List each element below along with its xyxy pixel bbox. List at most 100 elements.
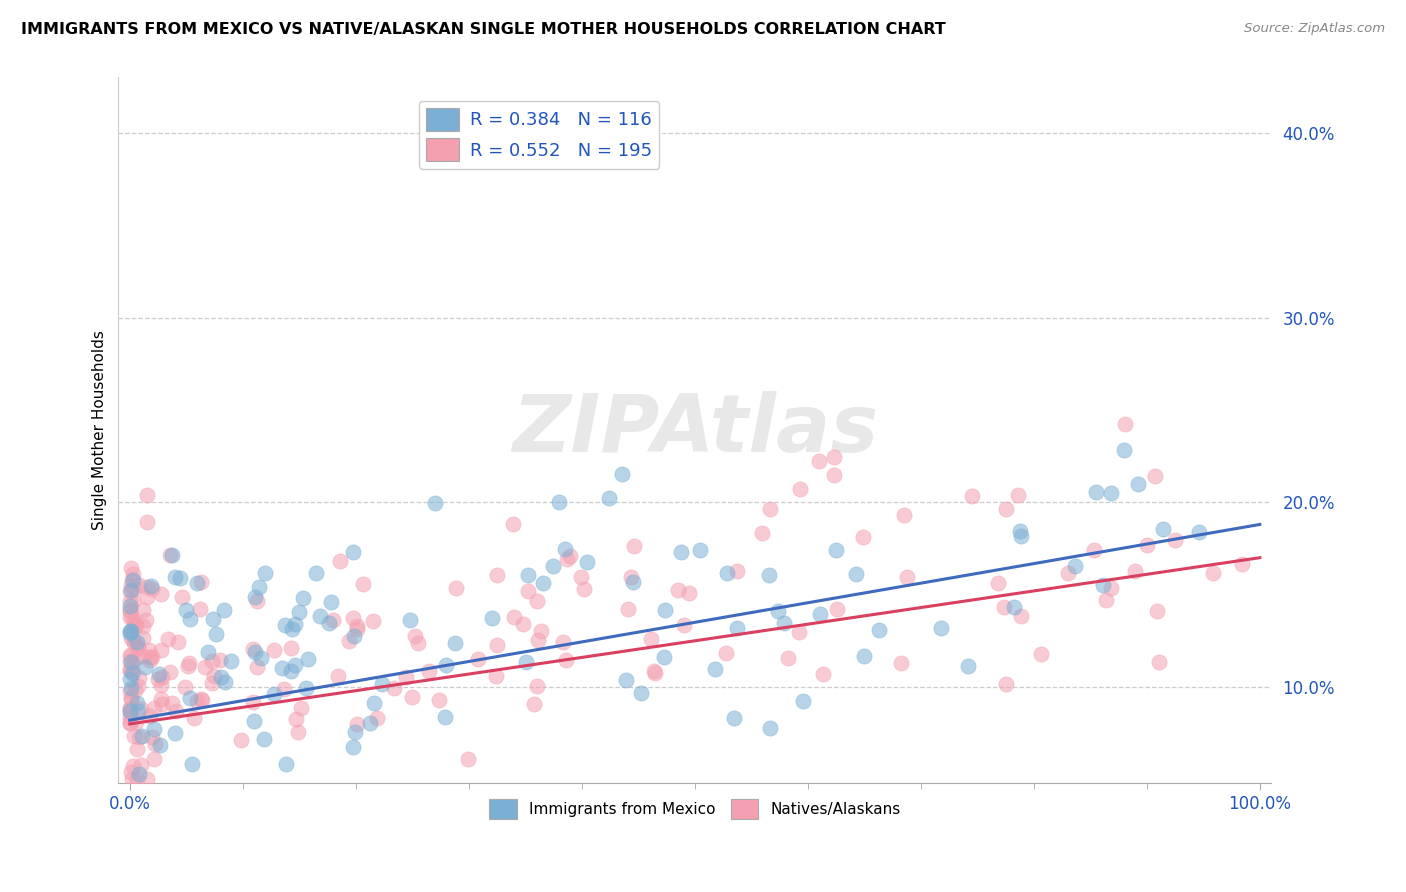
Point: [124, 714, 146, 729]
Point: [150, 670, 173, 684]
Point: [177, 659, 200, 673]
Point: [127, 640, 149, 654]
Point: [1056, 566, 1078, 581]
Point: [868, 624, 890, 638]
Point: [174, 602, 197, 616]
Point: [643, 664, 665, 678]
Point: [249, 650, 271, 665]
Point: [808, 454, 831, 468]
Point: [425, 496, 447, 510]
Point: [201, 675, 224, 690]
Point: [1149, 656, 1171, 670]
Point: [526, 679, 548, 693]
Point: [139, 653, 162, 667]
Point: [516, 584, 538, 599]
Point: [614, 673, 637, 687]
Point: [993, 599, 1015, 614]
Point: [127, 640, 149, 655]
Point: [1188, 524, 1211, 539]
Point: [370, 676, 392, 690]
Point: [893, 508, 915, 522]
Point: [418, 664, 440, 678]
Point: [202, 669, 225, 683]
Point: [159, 548, 181, 562]
Point: [122, 566, 145, 581]
Point: [122, 729, 145, 743]
Point: [1029, 647, 1052, 661]
Point: [120, 631, 142, 645]
Point: [444, 636, 467, 650]
Point: [120, 655, 142, 669]
Point: [205, 626, 228, 640]
Point: [1143, 469, 1166, 483]
Point: [273, 681, 295, 696]
Point: [128, 766, 150, 780]
Point: [122, 615, 145, 630]
Point: [621, 575, 644, 590]
Point: [630, 686, 652, 700]
Point: [122, 594, 145, 608]
Point: [209, 669, 232, 683]
Point: [811, 666, 834, 681]
Point: [124, 651, 146, 665]
Point: [1136, 537, 1159, 551]
Point: [160, 696, 183, 710]
Point: [120, 626, 142, 640]
Point: [253, 731, 276, 746]
Point: [929, 621, 952, 635]
Point: [571, 569, 593, 583]
Point: [995, 501, 1018, 516]
Point: [773, 616, 796, 631]
Point: [554, 542, 576, 557]
Point: [129, 702, 152, 716]
Point: [120, 684, 142, 698]
Point: [1164, 533, 1187, 548]
Point: [444, 581, 467, 595]
Point: [766, 604, 789, 618]
Point: [640, 632, 662, 647]
Point: [118, 672, 141, 686]
Point: [141, 582, 163, 596]
Point: [118, 654, 141, 668]
Point: [284, 616, 307, 631]
Point: [121, 665, 143, 679]
Point: [825, 601, 848, 615]
Point: [716, 566, 738, 581]
Point: [1099, 485, 1122, 500]
Point: [131, 729, 153, 743]
Point: [125, 618, 148, 632]
Point: [502, 517, 524, 532]
Point: [759, 721, 782, 735]
Point: [1230, 558, 1253, 572]
Point: [242, 695, 264, 709]
Point: [516, 567, 538, 582]
Point: [246, 594, 269, 608]
Point: [128, 671, 150, 685]
Point: [890, 657, 912, 671]
Point: [896, 570, 918, 584]
Point: [202, 612, 225, 626]
Point: [149, 643, 172, 657]
Point: [138, 642, 160, 657]
Point: [523, 698, 546, 712]
Point: [214, 675, 236, 690]
Point: [429, 693, 451, 707]
Point: [120, 560, 142, 574]
Point: [194, 659, 217, 673]
Point: [149, 678, 172, 692]
Point: [1007, 488, 1029, 502]
Point: [120, 681, 142, 695]
Point: [346, 619, 368, 633]
Point: [208, 653, 231, 667]
Point: [243, 590, 266, 604]
Point: [136, 488, 159, 502]
Point: [263, 643, 285, 657]
Point: [143, 752, 166, 766]
Point: [281, 622, 304, 636]
Point: [122, 582, 145, 596]
Point: [150, 697, 173, 711]
Point: [1202, 566, 1225, 580]
Point: [529, 624, 551, 639]
Point: [704, 662, 727, 676]
Point: [120, 578, 142, 592]
